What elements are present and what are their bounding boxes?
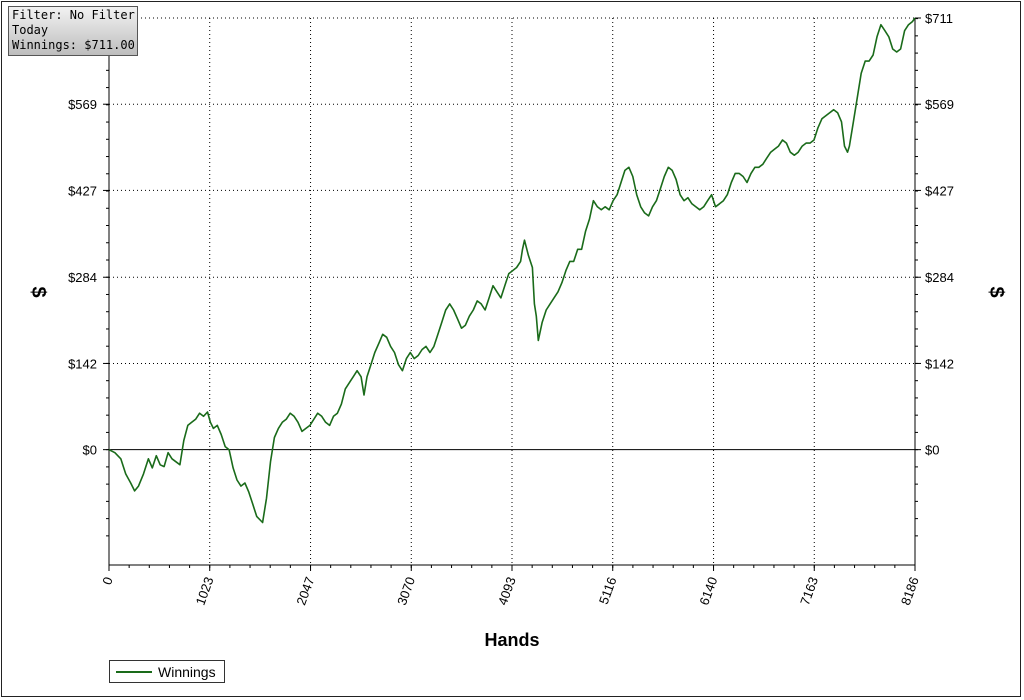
x-tick-label: 3070 — [394, 575, 418, 607]
plot-area — [109, 18, 915, 565]
y-tick-label-left: $569 — [68, 97, 97, 112]
y-axis-title-right: $ — [985, 286, 1007, 297]
x-tick-label: 1023 — [193, 575, 217, 607]
winnings-total-label: Winnings: $711.00 — [12, 38, 135, 52]
x-tick-label: 0 — [99, 575, 116, 587]
y-tick-label-right: $0 — [925, 443, 939, 458]
y-tick-label-right: $427 — [925, 183, 954, 198]
filter-info-box: Filter: No Filter Today Winnings: $711.0… — [8, 6, 138, 56]
y-tick-label-right: $569 — [925, 97, 954, 112]
filter-label: Filter: No Filter — [12, 8, 135, 22]
y-tick-label-right: $284 — [925, 270, 954, 285]
y-tick-label-left: $142 — [68, 356, 97, 371]
y-tick-label-right: $142 — [925, 356, 954, 371]
winnings-series-line — [108, 17, 916, 524]
y-tick-label-right: $711 — [925, 11, 953, 26]
legend-series-swatch — [116, 671, 152, 673]
x-tick-label: 4093 — [495, 575, 519, 607]
y-axis-title-left: $ — [27, 286, 49, 297]
chart-legend: Winnings — [109, 660, 225, 683]
y-tick-label-left: $284 — [68, 270, 97, 285]
x-tick-label: 5116 — [596, 575, 620, 606]
date-range-label: Today — [12, 23, 49, 37]
legend-series-label: Winnings — [158, 664, 216, 680]
x-tick-label: 7163 — [797, 575, 821, 607]
x-tick-label: 8186 — [898, 575, 922, 607]
y-tick-label-left: $0 — [83, 443, 97, 458]
y-tick-label-left: $427 — [68, 183, 97, 198]
x-tick-label: 2047 — [293, 575, 317, 607]
x-tick-label: 6140 — [696, 575, 720, 607]
x-axis-title: Hands — [484, 630, 539, 650]
